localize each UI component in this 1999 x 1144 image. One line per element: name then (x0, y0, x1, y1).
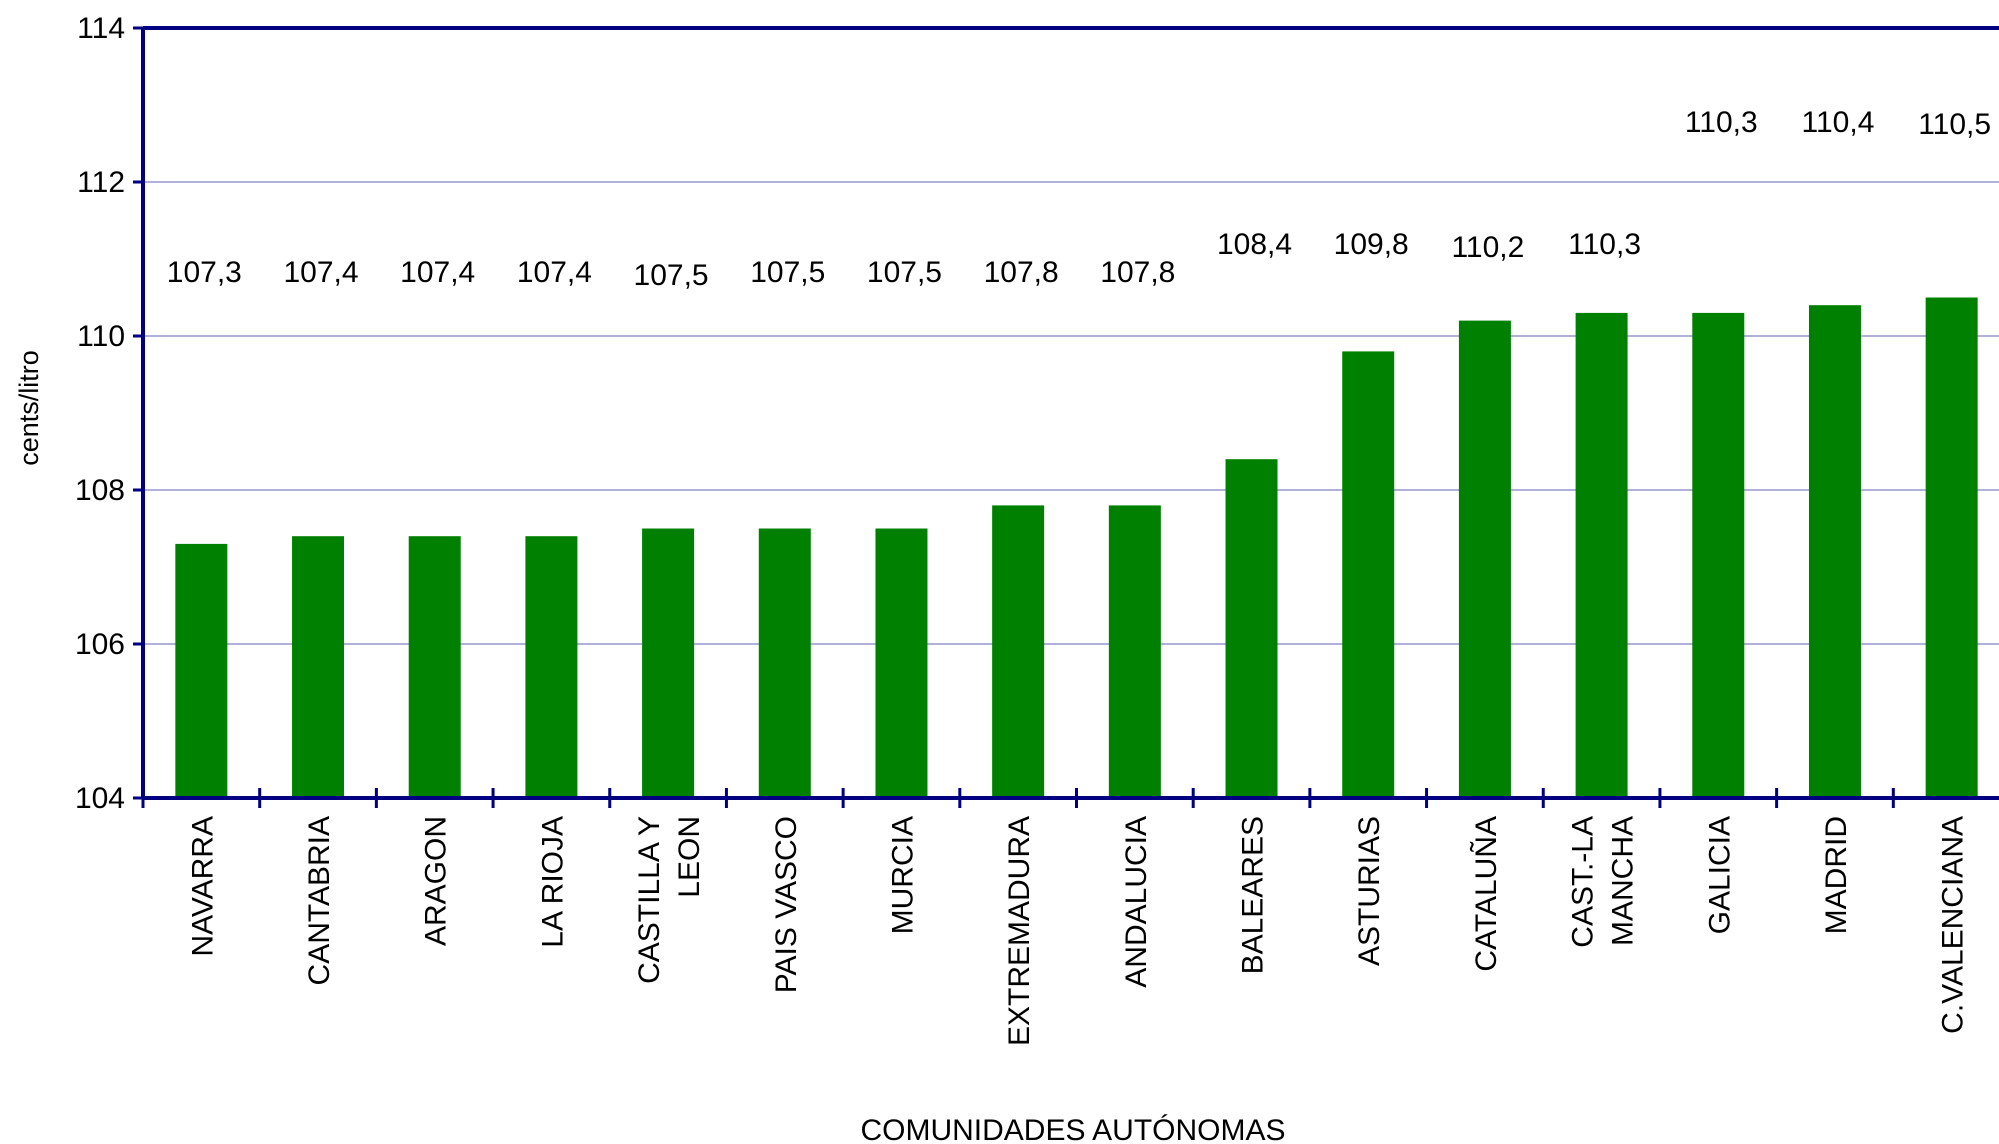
bar (408, 536, 461, 798)
data-label: 107,5 (867, 256, 942, 289)
bar (1808, 305, 1861, 798)
y-tick-label: 106 (75, 628, 125, 661)
x-tick-label: GALICIA (1703, 816, 1736, 934)
x-tick-label: CASTILLA Y LEON (633, 816, 706, 984)
y-axis-title: cents/litro (14, 350, 44, 466)
bar (992, 505, 1045, 798)
bar (1342, 351, 1395, 798)
bar (1458, 320, 1511, 798)
x-tick-label: PAIS VASCO (770, 816, 803, 993)
y-tick-label: 114 (77, 12, 125, 45)
x-tick-label: ASTURIAS (1353, 816, 1386, 966)
data-label: 107,3 (167, 256, 242, 289)
data-label: 107,4 (400, 256, 475, 289)
data-label: 109,8 (1334, 228, 1409, 261)
data-label: 110,5 (1918, 108, 1991, 141)
data-label: 110,3 (1568, 228, 1641, 261)
bar (175, 543, 228, 798)
data-label: 107,5 (750, 256, 825, 289)
data-label: 110,4 (1802, 106, 1875, 139)
bar (1575, 312, 1628, 798)
bar (525, 536, 578, 798)
data-label: 110,2 (1451, 231, 1524, 264)
y-tick-label: 104 (75, 782, 125, 815)
x-tick-label: ANDALUCIA (1120, 816, 1153, 988)
data-label: 107,4 (517, 256, 592, 289)
bar (1692, 312, 1745, 798)
x-axis-title: COMUNIDADES AUTÓNOMAS (860, 1114, 1285, 1144)
data-label: 107,8 (984, 256, 1059, 289)
bar (642, 528, 695, 798)
data-label: 108,4 (1217, 228, 1292, 261)
y-tick-label: 108 (75, 474, 125, 507)
bar (1108, 505, 1161, 798)
data-label: 110,3 (1685, 106, 1758, 139)
data-label: 107,4 (283, 256, 358, 289)
bar (1925, 297, 1978, 798)
x-tick-label: MURCIA (886, 816, 919, 934)
bar (758, 528, 811, 798)
x-tick-label: CANTABRIA (303, 816, 336, 985)
x-tick-label: EXTREMADURA (1003, 816, 1036, 1046)
bar (1225, 459, 1278, 798)
data-label: 107,5 (634, 259, 709, 292)
data-label: 107,8 (1100, 256, 1175, 289)
y-tick-label: 110 (77, 320, 125, 353)
x-tick-label: LA RIOJA (536, 816, 569, 948)
bar (292, 536, 345, 798)
x-tick-label: BALEARES (1237, 816, 1270, 974)
y-tick-label: 112 (77, 166, 125, 199)
x-tick-label: CAST.-LA MANCHA (1567, 816, 1640, 948)
x-tick-label: CATALUÑA (1469, 816, 1503, 972)
x-tick-label: C.VALENCIANA (1937, 816, 1970, 1034)
x-tick-label: NAVARRA (186, 816, 219, 957)
x-tick-label: ARAGON (420, 816, 453, 946)
x-tick-label: MADRID (1820, 816, 1853, 934)
bar (875, 528, 928, 798)
